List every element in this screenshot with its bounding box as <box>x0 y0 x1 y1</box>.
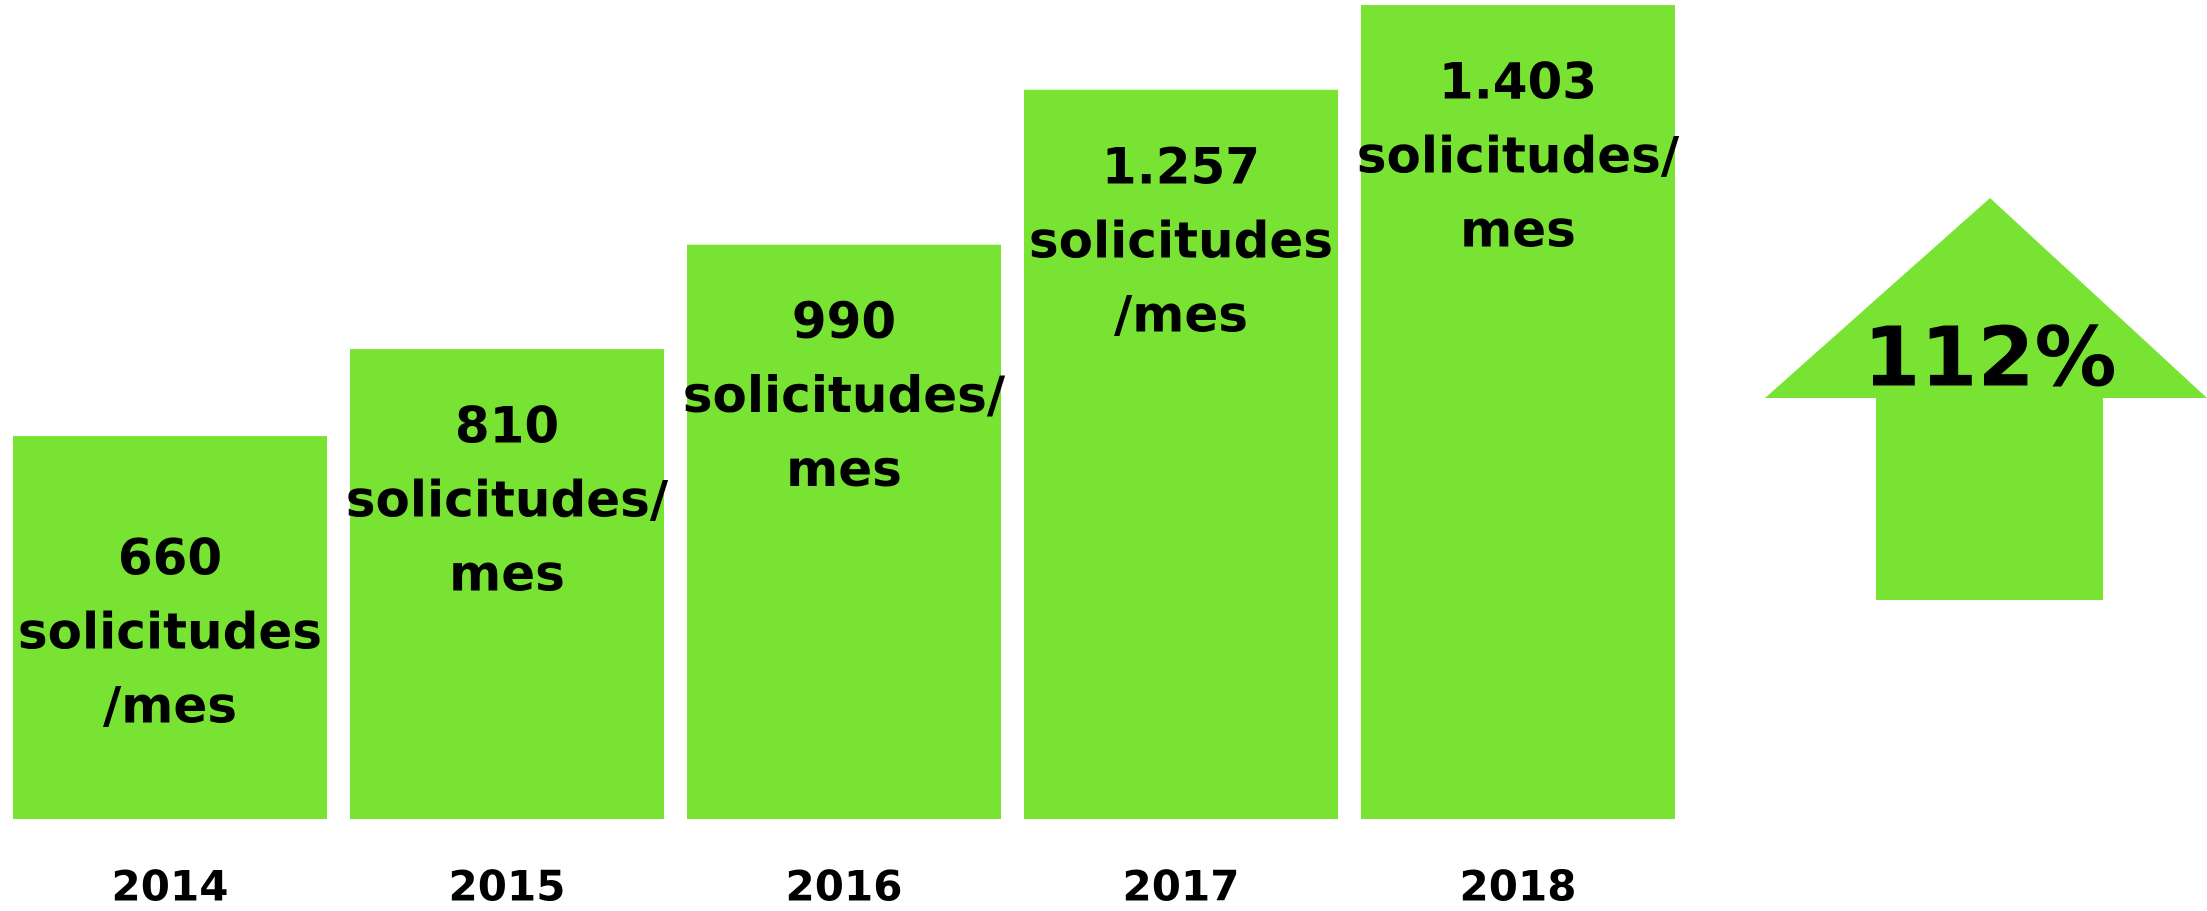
bar <box>13 436 327 819</box>
arrow <box>1765 198 2207 600</box>
x-tick-label: 2017 <box>1123 862 1240 911</box>
value-label: 1.403 <box>1439 53 1597 111</box>
unit-label: /mes <box>103 677 237 735</box>
bar <box>1024 89 1338 819</box>
unit-label: solicitudes/ <box>346 471 669 529</box>
bar <box>687 244 1001 820</box>
value-label: 660 <box>118 529 222 587</box>
bar <box>350 349 664 819</box>
value-label: 810 <box>455 397 559 455</box>
value-label: 1.257 <box>1102 137 1260 195</box>
unit-label: solicitudes <box>18 603 322 661</box>
unit-label: mes <box>786 440 902 498</box>
unit-label: mes <box>449 545 565 603</box>
bar <box>1361 5 1675 820</box>
unit-label: mes <box>1460 201 1576 259</box>
x-tick-label: 2014 <box>112 862 229 911</box>
annotation: 112% <box>1863 310 2116 405</box>
unit-label: solicitudes/ <box>683 366 1006 424</box>
x-tick-label: 2018 <box>1460 862 1577 911</box>
x-tick-label: 2016 <box>786 862 903 911</box>
x-tick-label: 2015 <box>449 862 566 911</box>
unit-label: /mes <box>1114 285 1248 343</box>
unit-label: solicitudes/ <box>1357 127 1680 185</box>
unit-label: solicitudes <box>1029 211 1333 269</box>
value-label: 990 <box>792 292 896 350</box>
